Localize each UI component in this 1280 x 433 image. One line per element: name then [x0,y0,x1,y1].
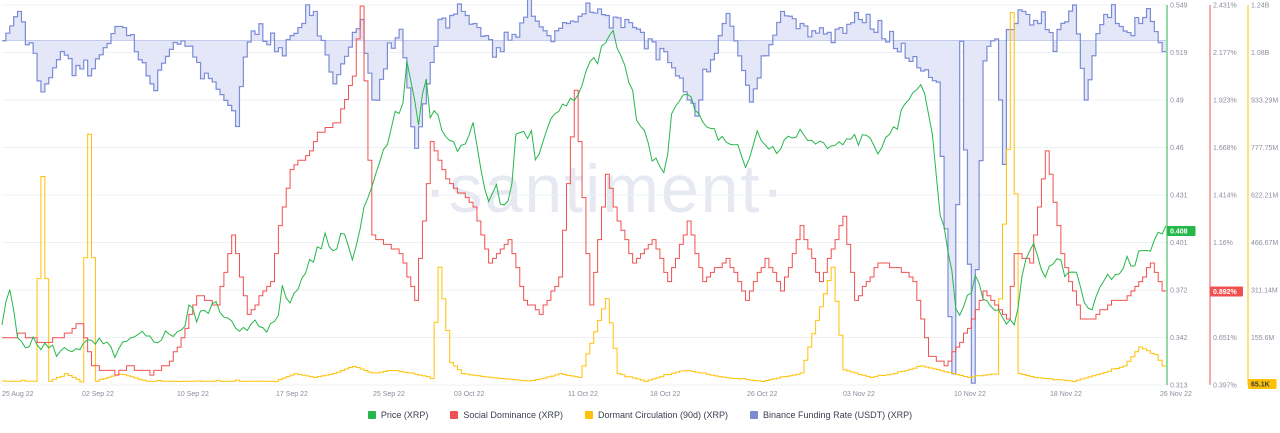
price-last-value: 0.408 [1167,226,1196,237]
x-axis-tick: 18 Oct 22 [650,391,680,398]
legend-label: Price (XRP) [380,410,429,420]
x-axis: 25 Aug 22 02 Sep 22 10 Sep 22 17 Sep 22 25 S… [2,391,1192,398]
social-last-value-bg [1210,286,1243,297]
social-axis-tick: 0.397% [1213,383,1237,390]
x-axis-tick: 26 Nov 22 [1160,391,1192,398]
santiment-watermark: ·santiment· [424,151,786,227]
legend-label: Social Dominance (XRP) [463,410,563,420]
dormant-axis-tick: 155.6M [1251,335,1275,342]
dormant-axis-tick: 311.14M [1251,288,1278,295]
dormant-axis-tick: 933.29M [1251,98,1278,105]
dormant-circulation-line [2,12,1166,383]
price-last-value-text: 0.408 [1170,229,1188,236]
x-axis-tick: 10 Nov 22 [954,391,986,398]
grid-lines [2,4,1168,386]
legend-swatch [584,411,593,419]
x-axis-tick: 02 Sep 22 [82,391,114,398]
price-axis-tick: 0.401 [1170,240,1188,247]
x-axis-tick: 10 Sep 22 [177,391,209,398]
x-axis-tick: 17 Sep 22 [276,391,308,398]
x-axis-tick: 11 Oct 22 [568,391,598,398]
social-axis-tick: 2.177% [1213,50,1237,57]
social-axis-tick: 1.923% [1213,98,1237,105]
x-axis-tick: 03 Oct 22 [454,391,484,398]
social-axis-tick: 1.16% [1213,240,1233,247]
legend: Price (XRP) Social Dominance (XRP) Dormant… [0,405,1280,425]
axes-layer: 0.549 0.519 0.49 0.46 0.431 0.401 0.372 0.342 0.… [1166,3,1278,390]
series-layer [1,0,1167,384]
price-axis-tick: 0.431 [1170,193,1188,200]
dormant-axis-tick: 777.75M [1251,145,1278,152]
social-axis-tick: 1.668% [1213,145,1237,152]
dormant-axis-tick: 1.24B [1251,3,1270,10]
legend-swatch [450,411,459,419]
dormant-axis-tick: 1.08B [1251,50,1270,57]
social-axis-tick: 1.414% [1213,193,1237,200]
price-axis-tick: 0.313 [1170,383,1188,390]
price-line [1,29,1167,359]
price-axis-tick: 0.342 [1170,335,1188,342]
price-axis-tick: 0.46 [1170,145,1184,152]
legend-item[interactable]: Dormant Circulation (90d) (XRP) [584,410,729,420]
price-axis-tick: 0.519 [1170,50,1188,57]
legend-label: Dormant Circulation (90d) (XRP) [597,410,729,420]
x-axis-tick: 25 Sep 22 [373,391,405,398]
dormant-last-value: 65.1K [1248,379,1277,389]
price-last-value-bg [1167,226,1196,237]
price-axis-tick: 0.49 [1170,98,1184,105]
legend-swatch [367,411,376,419]
social-last-value-text: 0.892% [1213,289,1238,296]
x-axis-tick: 03 Nov 22 [843,391,875,398]
social-axis-tick: 2.431% [1213,3,1237,10]
legend-item[interactable]: Social Dominance (XRP) [450,410,563,420]
legend-item[interactable]: Binance Funding Rate (USDT) (XRP) [750,410,912,420]
social-dominance-line [2,5,1166,376]
dormant-last-value-text: 65.1K [1251,382,1270,389]
x-axis-tick: 26 Oct 22 [747,391,777,398]
legend-item[interactable]: Price (XRP) [367,410,429,420]
price-axis-tick: 0.372 [1170,288,1188,295]
funding-rate-area [2,0,1166,384]
dormant-last-value-bg [1248,379,1277,389]
legend-swatch [750,411,759,419]
x-axis-tick: 18 Nov 22 [1050,391,1082,398]
social-last-value: 0.892% [1210,286,1243,297]
dormant-axis-tick: 466.67M [1251,240,1278,247]
price-axis-tick: 0.549 [1170,3,1188,10]
legend-label: Binance Funding Rate (USDT) (XRP) [763,410,913,420]
social-axis-tick: 0.651% [1213,335,1237,342]
dormant-axis-tick: 622.21M [1251,193,1278,200]
x-axis-tick: 25 Aug 22 [2,391,34,398]
